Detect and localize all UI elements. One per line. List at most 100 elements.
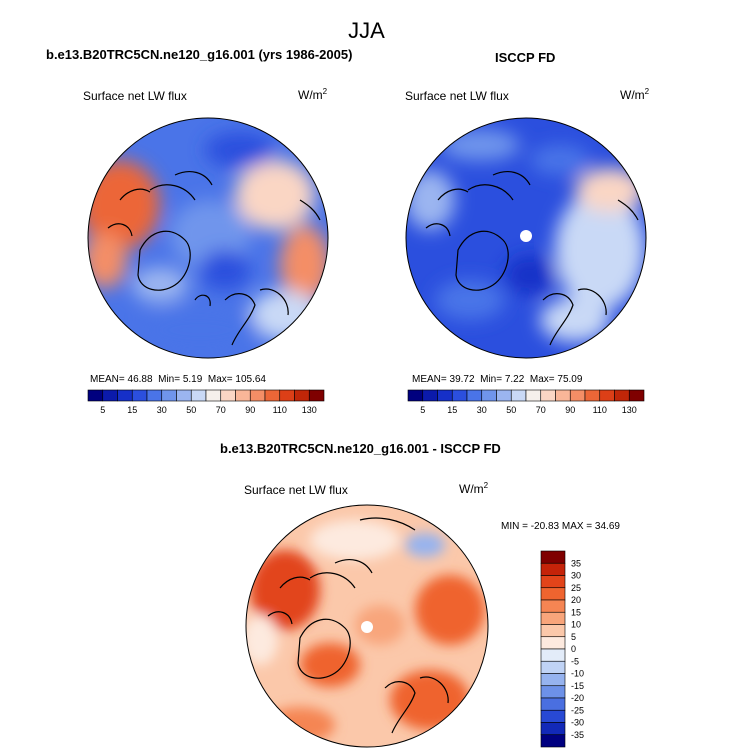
obs-colorbar-tick-label: 5 — [420, 405, 425, 415]
obs-colorbar-swatch — [628, 389, 645, 402]
model-mean-label: MEAN= — [90, 374, 125, 385]
diff-colorbar-swatch — [540, 636, 566, 650]
diff-colorbar-swatch — [540, 734, 566, 748]
model-colorbar-swatch — [146, 389, 163, 402]
diff-minmax: MIN = -20.83 MAX = 34.69 — [501, 521, 620, 532]
obs-colorbar-swatch — [451, 389, 468, 402]
obs-colorbar-swatch — [569, 389, 586, 402]
diff-colorbar-swatch — [540, 685, 566, 699]
obs-colorbar-swatch — [481, 389, 497, 402]
diff-colorbar-swatch — [540, 722, 566, 736]
model-colorbar-swatch — [235, 389, 251, 402]
obs-colorbar-tick-label: 110 — [593, 405, 607, 415]
obs-colorbar: 5 15 30 50 70 90 110 130 — [407, 389, 645, 415]
diff-colorbar-tick-label: -15 — [571, 681, 584, 691]
diff-colorbar-tick-label: -30 — [571, 718, 584, 728]
model-colorbar-swatch — [279, 389, 295, 402]
model-colorbar-swatch — [190, 389, 207, 402]
obs-map — [406, 118, 646, 358]
obs-max-value: 75.09 — [557, 374, 583, 385]
diff-colorbar-swatch — [540, 550, 566, 564]
obs-colorbar-swatch — [510, 389, 527, 402]
obs-min-label: Min= — [480, 374, 503, 385]
obs-stats: MEAN= 39.72 Min= 7.22 Max= 75.09 — [412, 374, 582, 385]
diff-colorbar: 35 30 25 20 15 10 5 0 -5 -10 -15 -20 -25 -30 -35 — [540, 550, 584, 748]
obs-colorbar-tick-label: 70 — [536, 405, 546, 415]
model-mean-value: 46.88 — [127, 374, 153, 385]
obs-colorbar-swatch — [407, 389, 424, 402]
obs-units-label: W/m2 — [620, 87, 650, 102]
obs-mean-label: MEAN= — [412, 374, 447, 385]
diff-pole-hole — [361, 621, 373, 633]
obs-colorbar-swatch — [540, 389, 556, 402]
diff-colorbar-swatch — [540, 599, 566, 613]
obs-case-title: ISCCP FD — [495, 50, 556, 65]
obs-max-label: Max= — [529, 374, 555, 385]
diff-colorbar-tick-label: -25 — [571, 705, 584, 715]
obs-min-value: 7.22 — [504, 374, 525, 385]
model-colorbar-tick-label: 70 — [216, 405, 226, 415]
model-map-border — [87, 117, 329, 359]
obs-colorbar-swatch — [437, 389, 453, 402]
obs-variable-label: Surface net LW flux — [405, 89, 509, 103]
diff-colorbar-swatch — [540, 575, 566, 589]
obs-colorbar-swatch — [466, 389, 483, 402]
model-colorbar-swatch — [102, 389, 118, 402]
model-variable-label: Surface net LW flux — [83, 89, 187, 103]
model-colorbar-swatch — [176, 389, 192, 402]
obs-colorbar-swatch — [422, 389, 438, 402]
model-colorbar-swatch — [205, 389, 222, 402]
diff-colorbar-swatch — [540, 709, 566, 723]
obs-colorbar-swatch — [496, 389, 512, 402]
model-units-label: W/m2 — [298, 87, 328, 102]
model-colorbar-swatch — [131, 389, 148, 402]
diff-colorbar-tick-label: 10 — [571, 620, 581, 630]
diff-colorbar-swatch — [540, 624, 566, 638]
diff-colorbar-swatch — [540, 648, 566, 662]
diff-map-border — [245, 504, 489, 748]
obs-map-border — [405, 117, 647, 359]
obs-colorbar-tick-label: 90 — [565, 405, 575, 415]
obs-colorbar-tick-label: 30 — [477, 405, 487, 415]
model-colorbar-tick-label: 90 — [245, 405, 255, 415]
obs-pole-hole — [520, 230, 532, 242]
diff-map — [246, 505, 488, 747]
model-colorbar-tick-label: 30 — [157, 405, 167, 415]
obs-colorbar-swatch — [555, 389, 571, 402]
model-colorbar-tick-label: 50 — [186, 405, 196, 415]
model-map — [88, 118, 328, 358]
diff-colorbar-tick-label: -5 — [571, 656, 579, 666]
model-colorbar-tick-label: 110 — [273, 405, 287, 415]
obs-colorbar-tick-label: 130 — [622, 405, 637, 415]
model-max-value: 105.64 — [235, 374, 266, 385]
obs-colorbar-tick-label: 50 — [506, 405, 516, 415]
diff-colorbar-swatch — [540, 697, 566, 711]
diff-colorbar-swatch — [540, 562, 566, 576]
model-max-label: Max= — [207, 374, 233, 385]
diff-colorbar-tick-label: 5 — [571, 632, 576, 642]
diff-colorbar-tick-label: 0 — [571, 644, 576, 654]
model-colorbar-swatch — [220, 389, 236, 402]
diff-colorbar-swatch — [540, 611, 566, 625]
obs-colorbar-swatch — [584, 389, 601, 402]
model-colorbar-swatch — [294, 389, 310, 402]
model-colorbar-tick-label: 5 — [100, 405, 105, 415]
model-min-label: Min= — [158, 374, 181, 385]
diff-colorbar-tick-label: 20 — [571, 595, 581, 605]
obs-colorbar-swatch — [599, 389, 615, 402]
diff-variable-label: Surface net LW flux — [244, 483, 348, 497]
diff-colorbar-tick-label: 25 — [571, 583, 581, 593]
obs-colorbar-swatch — [525, 389, 542, 402]
model-colorbar: 5 15 30 50 70 90 110 130 — [87, 389, 325, 415]
figure-title: JJA — [348, 18, 385, 43]
model-colorbar-tick-label: 130 — [302, 405, 317, 415]
diff-colorbar-swatch — [540, 673, 566, 687]
diff-colorbar-tick-label: 15 — [571, 607, 581, 617]
diff-colorbar-tick-label: 30 — [571, 571, 581, 581]
model-case-title: b.e13.B20TRC5CN.ne120_g16.001 (yrs 1986-… — [46, 47, 353, 62]
obs-colorbar-swatch — [614, 389, 630, 402]
obs-mean-value: 39.72 — [449, 374, 475, 385]
obs-colorbar-tick-label: 15 — [447, 405, 457, 415]
model-colorbar-swatch — [161, 389, 177, 402]
